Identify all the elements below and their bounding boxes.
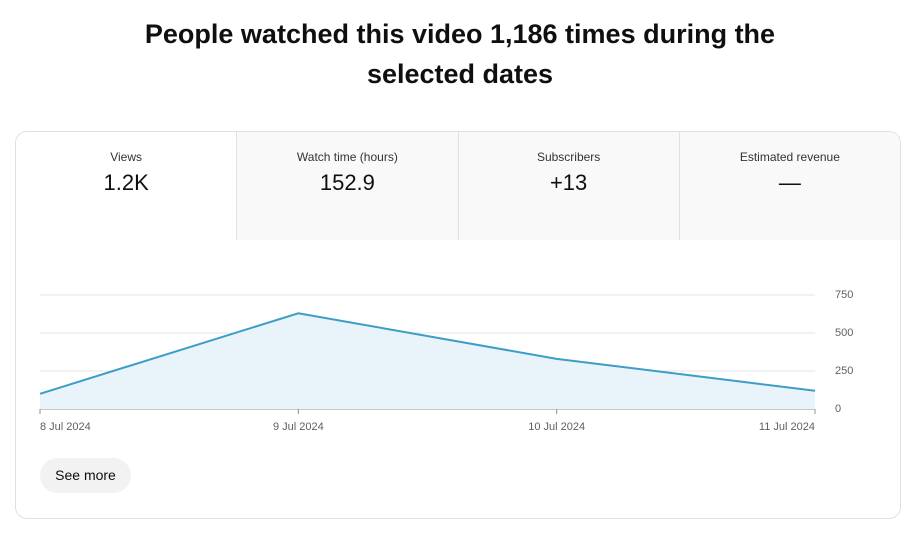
x-tick-label: 10 Jul 2024	[528, 421, 585, 433]
x-tick-label: 11 Jul 2024	[759, 421, 815, 433]
page-title: People watched this video 1,186 times du…	[144, 19, 776, 89]
metric-label: Subscribers	[536, 150, 601, 164]
line	[39, 312, 816, 395]
x-tick-label: 8 Jul 2024	[40, 421, 91, 433]
metric-value: —	[778, 170, 801, 195]
y-tick-label: 750	[835, 289, 853, 301]
metric-tab[interactable]: Views 1.2K	[16, 132, 237, 240]
metric-label: Views	[110, 150, 143, 164]
metric-tab[interactable]: Subscribers +13	[457, 132, 679, 240]
y-tick-label: 250	[835, 365, 853, 377]
area	[40, 313, 815, 409]
see-more-button[interactable]: See more	[40, 458, 131, 493]
x-tick-label: 9 Jul 2024	[273, 421, 324, 433]
y-tick-label: 0	[835, 403, 841, 415]
metric-value: 152.9	[319, 170, 375, 195]
metric-label: Watch time (hours)	[296, 150, 398, 164]
metric-tab[interactable]: Estimated revenue —	[678, 132, 900, 240]
y-tick-label: 500	[835, 327, 853, 339]
metric-value: +13	[549, 170, 588, 195]
chart: 0 250 500 750 8 Jul 2024 9 Jul 2024 10 Jul 202…	[39, 289, 853, 433]
metric-tabs: Views 1.2K Watch time (hours) 152.9 Subscr…	[16, 132, 900, 240]
metric-value: 1.2K	[103, 170, 149, 195]
metric-tab[interactable]: Watch time (hours) 152.9	[236, 132, 458, 240]
analytics-card: Views 1.2K Watch time (hours) 152.9 Subscr…	[15, 131, 901, 519]
metric-label: Estimated revenue	[739, 150, 840, 164]
